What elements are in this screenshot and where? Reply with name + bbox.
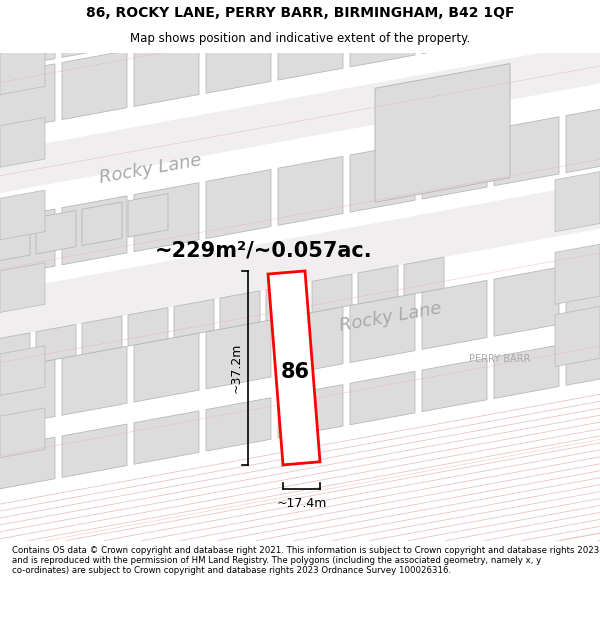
Polygon shape xyxy=(404,257,444,296)
Polygon shape xyxy=(566,0,600,28)
Text: Rocky Lane: Rocky Lane xyxy=(97,151,203,187)
Polygon shape xyxy=(0,64,55,132)
Polygon shape xyxy=(62,51,127,119)
Polygon shape xyxy=(278,0,343,18)
Polygon shape xyxy=(36,324,76,363)
Text: Rocky Lane: Rocky Lane xyxy=(337,300,443,336)
Polygon shape xyxy=(494,0,559,41)
Polygon shape xyxy=(0,45,45,94)
Polygon shape xyxy=(350,294,415,362)
Polygon shape xyxy=(566,332,600,385)
Polygon shape xyxy=(375,64,510,203)
Polygon shape xyxy=(422,0,487,54)
Polygon shape xyxy=(62,346,127,415)
Polygon shape xyxy=(206,169,271,239)
Polygon shape xyxy=(0,219,30,262)
Polygon shape xyxy=(555,172,600,232)
Polygon shape xyxy=(350,0,415,67)
Polygon shape xyxy=(0,408,45,458)
Text: ~17.4m: ~17.4m xyxy=(277,497,326,510)
Text: ~37.2m: ~37.2m xyxy=(229,342,242,393)
Polygon shape xyxy=(350,143,415,212)
Polygon shape xyxy=(0,438,55,491)
Polygon shape xyxy=(0,42,600,193)
Polygon shape xyxy=(555,244,600,304)
Polygon shape xyxy=(566,104,600,172)
Polygon shape xyxy=(220,291,260,329)
Polygon shape xyxy=(82,316,122,354)
Polygon shape xyxy=(0,118,45,168)
Text: ~229m²/~0.057ac.: ~229m²/~0.057ac. xyxy=(155,240,373,260)
Polygon shape xyxy=(266,282,306,321)
Polygon shape xyxy=(206,24,271,93)
Polygon shape xyxy=(206,398,271,451)
Polygon shape xyxy=(555,306,600,366)
Polygon shape xyxy=(312,274,352,312)
Polygon shape xyxy=(422,281,487,349)
Polygon shape xyxy=(566,254,600,323)
Polygon shape xyxy=(0,17,55,71)
Text: PERRY BARR: PERRY BARR xyxy=(469,354,530,364)
Polygon shape xyxy=(0,209,55,278)
Polygon shape xyxy=(206,320,271,389)
Polygon shape xyxy=(278,11,343,80)
Polygon shape xyxy=(278,156,343,225)
Polygon shape xyxy=(62,196,127,265)
Polygon shape xyxy=(36,211,76,254)
Text: Contains OS data © Crown copyright and database right 2021. This information is : Contains OS data © Crown copyright and d… xyxy=(12,546,599,576)
Polygon shape xyxy=(0,182,600,338)
Polygon shape xyxy=(350,0,415,4)
Polygon shape xyxy=(62,4,127,57)
Polygon shape xyxy=(82,202,122,246)
Polygon shape xyxy=(494,345,559,398)
Polygon shape xyxy=(134,411,199,464)
Polygon shape xyxy=(174,299,214,338)
Polygon shape xyxy=(62,424,127,478)
Polygon shape xyxy=(0,346,45,396)
Polygon shape xyxy=(268,271,320,465)
Polygon shape xyxy=(134,333,199,402)
Polygon shape xyxy=(422,130,487,199)
Polygon shape xyxy=(206,0,271,31)
Polygon shape xyxy=(0,333,30,371)
Polygon shape xyxy=(350,371,415,425)
Polygon shape xyxy=(278,384,343,438)
Text: 86, ROCKY LANE, PERRY BARR, BIRMINGHAM, B42 1QF: 86, ROCKY LANE, PERRY BARR, BIRMINGHAM, … xyxy=(86,6,514,20)
Polygon shape xyxy=(0,359,55,428)
Polygon shape xyxy=(494,268,559,336)
Polygon shape xyxy=(134,182,199,252)
Polygon shape xyxy=(278,307,343,376)
Polygon shape xyxy=(358,266,398,304)
Text: 86: 86 xyxy=(281,361,310,381)
Text: Map shows position and indicative extent of the property.: Map shows position and indicative extent… xyxy=(130,32,470,45)
Polygon shape xyxy=(134,38,199,106)
Polygon shape xyxy=(134,0,199,44)
Polygon shape xyxy=(128,308,168,346)
Polygon shape xyxy=(128,194,168,237)
Polygon shape xyxy=(494,117,559,186)
Polygon shape xyxy=(0,262,45,312)
Polygon shape xyxy=(0,190,45,240)
Polygon shape xyxy=(422,358,487,412)
